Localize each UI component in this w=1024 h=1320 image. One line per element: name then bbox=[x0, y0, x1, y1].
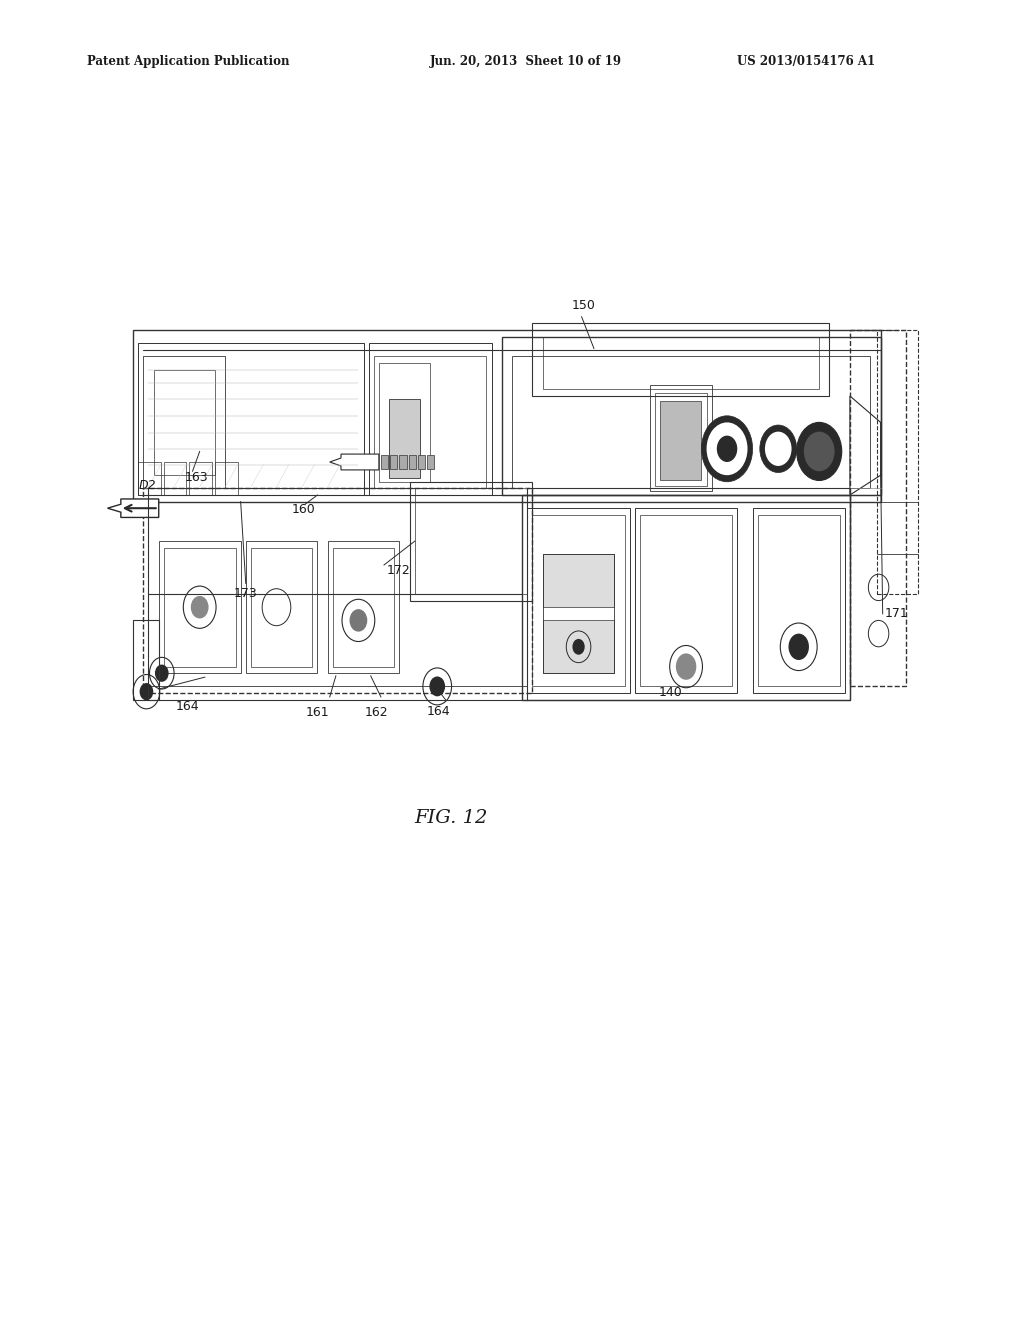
Bar bbox=[159, 541, 241, 673]
Bar bbox=[333, 548, 394, 667]
Text: Patent Application Publication: Patent Application Publication bbox=[87, 55, 290, 69]
Text: 161: 161 bbox=[305, 706, 330, 719]
Text: 162: 162 bbox=[365, 706, 389, 719]
Bar bbox=[148, 495, 527, 686]
Bar bbox=[328, 541, 399, 673]
Circle shape bbox=[156, 665, 168, 681]
Bar bbox=[164, 548, 236, 667]
Text: 173: 173 bbox=[233, 587, 257, 601]
Bar bbox=[138, 462, 161, 495]
Bar bbox=[215, 462, 238, 495]
Circle shape bbox=[707, 422, 748, 475]
Bar bbox=[415, 488, 527, 594]
Circle shape bbox=[572, 639, 585, 655]
Bar bbox=[543, 554, 614, 607]
Bar bbox=[527, 508, 630, 693]
Bar bbox=[143, 488, 532, 693]
Text: 140: 140 bbox=[658, 686, 682, 700]
Circle shape bbox=[676, 653, 696, 680]
Bar bbox=[655, 393, 707, 486]
Text: D2: D2 bbox=[138, 479, 156, 492]
Circle shape bbox=[788, 634, 809, 660]
Text: 171: 171 bbox=[885, 607, 908, 620]
Bar bbox=[543, 337, 819, 389]
Text: 150: 150 bbox=[571, 298, 595, 312]
Bar bbox=[640, 515, 732, 686]
Circle shape bbox=[717, 436, 737, 462]
Bar bbox=[399, 455, 407, 469]
Bar bbox=[369, 343, 492, 495]
Bar bbox=[189, 462, 212, 495]
Circle shape bbox=[140, 684, 153, 700]
Bar bbox=[502, 337, 881, 495]
Bar bbox=[138, 343, 364, 495]
Text: 164: 164 bbox=[175, 700, 200, 713]
Circle shape bbox=[765, 432, 792, 466]
Text: US 2013/0154176 A1: US 2013/0154176 A1 bbox=[737, 55, 876, 69]
Bar bbox=[758, 515, 840, 686]
Bar bbox=[660, 401, 701, 480]
Polygon shape bbox=[108, 499, 159, 517]
Text: 164: 164 bbox=[426, 705, 451, 718]
Bar bbox=[164, 462, 186, 495]
Text: 163: 163 bbox=[184, 471, 208, 484]
Bar bbox=[409, 455, 416, 469]
Bar bbox=[133, 620, 159, 700]
Bar bbox=[410, 482, 532, 601]
Bar bbox=[246, 541, 317, 673]
Bar bbox=[143, 356, 225, 488]
Bar bbox=[650, 385, 712, 491]
Bar bbox=[389, 399, 420, 478]
Bar bbox=[133, 330, 881, 502]
Bar bbox=[374, 356, 486, 488]
Bar bbox=[427, 455, 434, 469]
Bar bbox=[543, 554, 614, 673]
Bar bbox=[522, 495, 850, 700]
Bar bbox=[877, 330, 918, 594]
Bar bbox=[418, 455, 425, 469]
Polygon shape bbox=[330, 454, 379, 470]
Bar bbox=[532, 515, 625, 686]
Bar bbox=[753, 508, 845, 693]
Circle shape bbox=[760, 425, 797, 473]
Text: Jun. 20, 2013  Sheet 10 of 19: Jun. 20, 2013 Sheet 10 of 19 bbox=[430, 55, 622, 69]
Circle shape bbox=[350, 610, 367, 631]
Circle shape bbox=[191, 597, 208, 618]
Bar bbox=[390, 455, 397, 469]
Bar bbox=[850, 330, 906, 686]
Text: 160: 160 bbox=[292, 503, 315, 516]
Bar bbox=[251, 548, 312, 667]
Bar bbox=[543, 620, 614, 673]
Circle shape bbox=[797, 422, 842, 480]
Circle shape bbox=[430, 677, 444, 696]
Bar bbox=[635, 508, 737, 693]
Circle shape bbox=[804, 432, 835, 471]
Text: 172: 172 bbox=[387, 564, 411, 577]
Bar bbox=[154, 370, 215, 475]
Bar bbox=[379, 363, 430, 482]
Circle shape bbox=[701, 416, 753, 482]
Bar bbox=[532, 323, 829, 396]
Bar bbox=[512, 356, 870, 488]
Text: FIG. 12: FIG. 12 bbox=[414, 809, 487, 828]
Bar bbox=[381, 455, 388, 469]
